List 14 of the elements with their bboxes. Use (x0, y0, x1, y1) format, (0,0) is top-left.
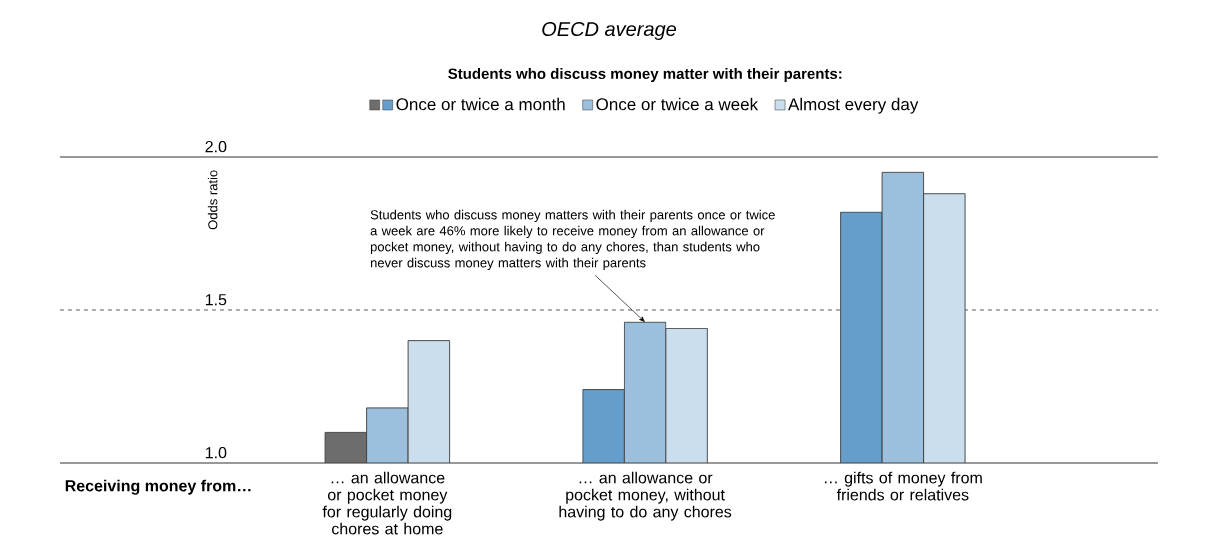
legend-label: Almost every day (788, 97, 919, 114)
y-axis-title: Odds ratio (207, 170, 218, 230)
x-axis-title: Receiving money from… (65, 479, 251, 495)
x-tick-label: … an allowance or pocket money, without having to do any chores (559, 471, 732, 521)
x-tick-label: … an allowance or pocket money for regularly doing chores at home (322, 471, 452, 535)
chart-subtitle: OECD average (542, 21, 677, 41)
y-tick-label: 1.5 (205, 294, 227, 306)
y-tick-label: 2.0 (205, 140, 227, 153)
y-tick-label: 1.0 (205, 446, 227, 459)
legend-label: Once or twice a week (596, 97, 759, 111)
legend-label: Once or twice a month (396, 97, 565, 111)
x-tick-label: … gifts of money from friends or relatives (825, 471, 982, 501)
legend-title: Students who discuss money matter with their parents: (448, 67, 842, 82)
annotation: Students who discuss money matters with their parents once or twice a week are 46% more likely to receive money from an allowance or pocket money, without having to do any chores, than students who never discuss money matters with their parents (370, 209, 775, 270)
